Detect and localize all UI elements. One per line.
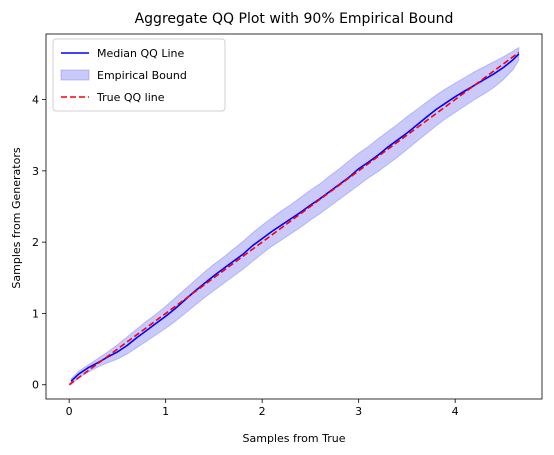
x-tick-label: 2: [259, 405, 266, 418]
plot-area: [68, 46, 520, 386]
axes: 0 1 2 3 4 0 1 2 3 4: [32, 33, 543, 418]
y-tick-label: 4: [32, 94, 39, 107]
legend-label: Empirical Bound: [97, 69, 187, 82]
y-tick-label: 3: [32, 165, 39, 178]
y-tick-label: 2: [32, 236, 39, 249]
legend-label: Median QQ Line: [97, 47, 184, 60]
x-tick-label: 0: [66, 405, 73, 418]
x-tick-label: 4: [452, 405, 459, 418]
legend: Median QQ Line Empirical Bound True QQ lin…: [52, 38, 226, 112]
x-tick-label: 3: [355, 405, 362, 418]
legend-swatch-empirical-bound: [60, 69, 90, 81]
x-axis-label: Samples from True: [243, 432, 346, 445]
chart-title: Aggregate QQ Plot with 90% Empirical Bou…: [135, 11, 454, 27]
y-axis-label: Samples from Generators: [10, 147, 23, 288]
y-tick-label: 1: [32, 307, 39, 320]
x-tick-label: 1: [162, 405, 169, 418]
axes-frame: [45, 33, 543, 400]
legend-box: [52, 38, 226, 112]
y-tick-label: 0: [32, 379, 39, 392]
true-qq-line: [68, 51, 520, 386]
median-qq-line: [70, 53, 520, 382]
legend-label: True QQ line: [96, 91, 165, 104]
